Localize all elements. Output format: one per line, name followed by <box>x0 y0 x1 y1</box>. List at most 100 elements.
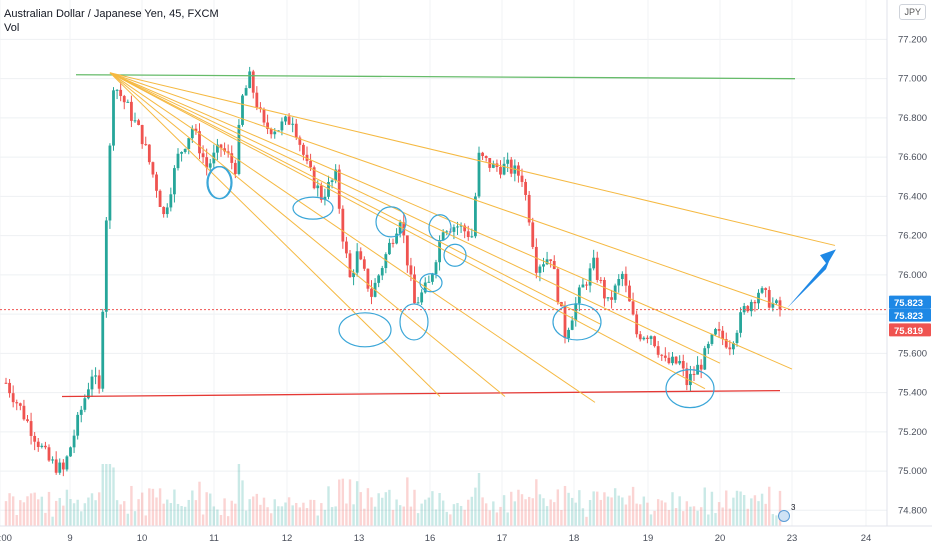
volume-bar <box>130 485 133 526</box>
annotation-ellipse <box>665 369 715 409</box>
candle-body <box>420 292 424 303</box>
candle-body <box>51 459 54 461</box>
candle-body <box>710 334 714 344</box>
volume-bar <box>183 506 187 526</box>
volume-bar <box>653 510 656 526</box>
candle-body <box>509 159 513 174</box>
volume-bar <box>108 464 112 526</box>
volume-bar <box>22 502 26 526</box>
volume-bar <box>298 507 302 526</box>
volume-bar <box>69 498 72 526</box>
candle-body <box>491 163 495 168</box>
candle-body <box>76 414 80 436</box>
volume-bar <box>545 506 549 526</box>
volume-bar <box>499 506 502 526</box>
candle-body <box>456 226 459 228</box>
candle-body <box>122 96 126 103</box>
volume-bar <box>87 497 90 526</box>
candle-body <box>334 169 338 181</box>
volume-bar <box>431 491 434 526</box>
volume-bar <box>402 506 405 526</box>
volume-bar <box>506 512 509 526</box>
volume-bar <box>416 513 420 526</box>
candle-body <box>101 311 105 389</box>
candle-body <box>542 264 545 267</box>
volume-bar <box>230 500 233 526</box>
volume-bar <box>710 491 714 526</box>
candle-body <box>316 185 320 189</box>
volume-bar <box>714 513 717 526</box>
candle-body <box>653 336 656 347</box>
volume-bar <box>388 489 391 526</box>
volume-bar <box>610 497 613 526</box>
volume-bar <box>596 491 599 526</box>
volume-bar <box>599 499 603 526</box>
candle-body <box>617 279 621 286</box>
volume-bar <box>194 500 198 526</box>
annotation-ellipse <box>206 166 232 200</box>
candle-body <box>649 336 653 339</box>
volume-bar <box>316 515 319 526</box>
candle-body <box>405 235 409 266</box>
candle-body <box>631 301 635 315</box>
volume-bar <box>62 505 65 526</box>
candle-body <box>223 148 226 152</box>
y-tick-label: 76.800 <box>898 113 927 124</box>
volume-bar <box>578 490 581 526</box>
candle-body <box>262 109 266 123</box>
candle-body <box>194 128 198 132</box>
volume-bar <box>434 509 438 526</box>
volume-bar <box>37 499 40 526</box>
candle-body <box>287 116 291 125</box>
annotation-ellipse <box>552 303 602 341</box>
candle-body <box>183 148 187 152</box>
volume-bar <box>567 492 570 526</box>
annotation-ellipse <box>207 166 233 200</box>
x-tick-labels: 04:00 9 10 11 12 13 16 17 18 19 20 23 24 <box>0 533 871 544</box>
support-line <box>61 389 781 398</box>
volume-bar <box>721 507 724 526</box>
candle-body <box>115 89 119 91</box>
volume-bar <box>424 499 427 526</box>
volume-bar <box>678 496 681 526</box>
candle-body <box>362 259 366 269</box>
price-label-box <box>889 323 931 337</box>
candle-body <box>391 242 395 244</box>
volume-bar <box>556 489 560 526</box>
volume-bar <box>29 493 33 526</box>
candle-body <box>520 175 524 182</box>
candle-body <box>628 285 631 302</box>
volume-bar <box>664 502 667 526</box>
volume-bar <box>413 489 416 526</box>
fan-line <box>109 72 441 397</box>
candle-body <box>524 181 527 195</box>
volume-bar <box>47 491 51 526</box>
volume-bar <box>603 492 606 526</box>
candle-body <box>198 131 201 154</box>
candle-body <box>732 343 735 350</box>
volume-bar <box>728 508 732 526</box>
candle-body <box>251 71 255 93</box>
volume-bar <box>255 493 259 526</box>
candle-body <box>112 90 115 146</box>
fan-line <box>109 72 793 370</box>
candle-body <box>87 389 90 399</box>
x-tick-label: 16 <box>425 533 436 544</box>
candle-body <box>4 382 8 384</box>
volume-bar <box>15 515 18 526</box>
volume-bar <box>768 486 771 526</box>
candle-body <box>620 273 624 280</box>
candle-body <box>355 251 359 273</box>
volume-bar <box>266 507 269 526</box>
volume-bar <box>613 488 617 526</box>
volume-bar <box>732 497 735 526</box>
volume-bar <box>54 500 58 526</box>
candle-body <box>481 152 484 157</box>
y-tick-label: 76.600 <box>898 152 927 163</box>
currency-selector[interactable]: JPY <box>899 4 926 20</box>
candle-body <box>749 301 753 312</box>
volume-bar <box>244 510 248 526</box>
candle-body <box>502 163 506 175</box>
